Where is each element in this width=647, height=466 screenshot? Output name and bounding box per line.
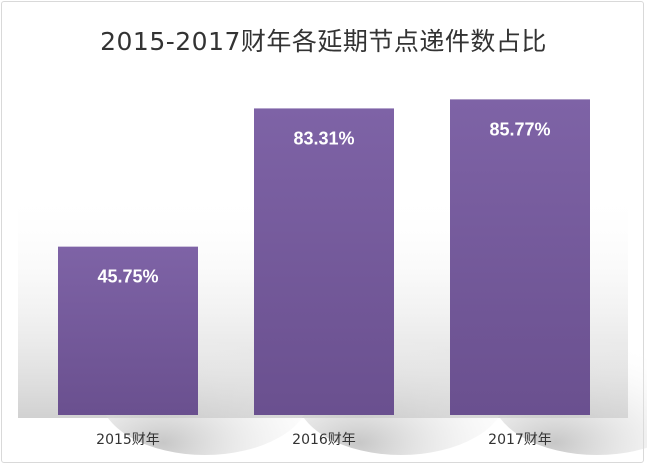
chart-title: 2015-2017财年各延期节点递件数占比 (100, 27, 547, 56)
data-label-3: 85.77% (489, 119, 550, 139)
data-label-1: 45.75% (97, 267, 158, 287)
data-label-2: 83.31% (293, 128, 354, 148)
bar-3 (450, 99, 590, 416)
category-label-3: 2017财年 (488, 432, 552, 448)
category-label-2: 2016财年 (292, 432, 356, 448)
category-label-1: 2015财年 (96, 432, 160, 448)
bar-2 (254, 108, 394, 416)
bar-1 (58, 246, 198, 415)
